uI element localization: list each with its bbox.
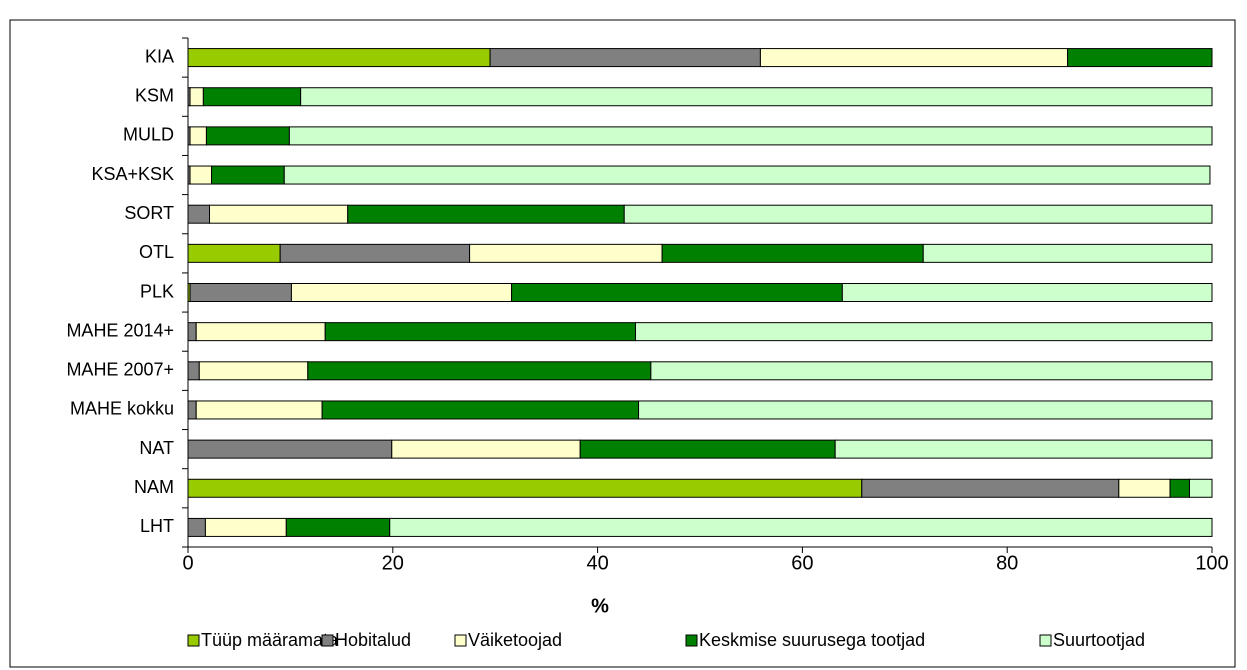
y-tick-label: KSA+KSK	[91, 164, 174, 184]
bar-segment	[307, 361, 652, 381]
bar-segment	[638, 400, 1213, 420]
bar-segment	[202, 87, 302, 107]
bar-segment	[187, 243, 281, 263]
legend-swatch	[187, 634, 200, 647]
bar-segment	[511, 283, 843, 302]
bar-segment	[347, 204, 625, 224]
x-tick-label: 100	[1195, 552, 1228, 574]
legend-label: Hobitalud	[335, 630, 411, 650]
bar-segment	[579, 439, 836, 459]
bar-segment	[634, 322, 1213, 342]
y-tick-label: KSM	[135, 85, 174, 105]
legend-label: Väiketoojad	[468, 630, 562, 650]
legend-swatch	[685, 634, 698, 647]
bar-segment	[195, 322, 326, 342]
bar-segment	[290, 283, 513, 302]
y-tick-label: MAHE 2014+	[66, 320, 174, 340]
bar-segment	[861, 478, 1120, 498]
legend-swatch	[321, 634, 334, 647]
legend-label: Suurtootjad	[1053, 630, 1145, 650]
y-tick-label: LHT	[140, 516, 174, 536]
bar-segment	[187, 204, 211, 224]
bar-segment	[187, 361, 200, 381]
bar-segment	[321, 400, 640, 420]
legend-swatch	[1039, 634, 1052, 647]
bar-segment	[650, 361, 1213, 381]
bar-segment	[391, 439, 581, 459]
x-tick-label: 0	[182, 552, 193, 574]
bar-segment	[187, 478, 863, 498]
bar-segment	[841, 283, 1213, 302]
bar-segment	[187, 517, 206, 537]
bar-segment	[300, 87, 1213, 107]
bar-segment	[285, 517, 391, 537]
bar-segment	[661, 243, 924, 263]
bar-segment	[1067, 48, 1213, 68]
bar-segment	[623, 204, 1213, 224]
bar-segment	[389, 517, 1213, 537]
bar-segment	[1118, 478, 1171, 498]
bar-segment	[324, 322, 636, 342]
legend-label: Tüüp määramata	[201, 630, 339, 650]
y-tick-label: NAT	[139, 438, 174, 458]
bar-segment	[187, 322, 197, 342]
y-tick-label: KIA	[145, 46, 174, 66]
bar-segment	[469, 243, 663, 263]
x-tick-label: 20	[382, 552, 404, 574]
x-axis-label: %	[591, 595, 609, 617]
bar-segment	[189, 126, 207, 146]
bar-segment	[1169, 478, 1190, 498]
y-tick-label: MULD	[123, 125, 174, 145]
bar-segment	[279, 243, 471, 263]
y-tick-label: PLK	[140, 281, 174, 301]
bar-segment	[489, 48, 761, 68]
bar-segment	[1188, 478, 1213, 498]
bar-segment	[922, 243, 1213, 263]
x-tick-label: 80	[996, 552, 1018, 574]
bar-segment	[205, 126, 290, 146]
bar-segment	[211, 165, 285, 185]
bar-segment	[834, 439, 1213, 459]
x-tick-label: 60	[791, 552, 813, 574]
bar-segment	[189, 283, 292, 302]
bar-segment	[195, 400, 323, 420]
bar-segment	[283, 165, 1211, 185]
bar-segment	[209, 204, 349, 224]
chart-border	[9, 19, 1236, 668]
bar-segment	[204, 517, 287, 537]
bar-segment	[187, 439, 393, 459]
y-tick-label: SORT	[124, 203, 174, 223]
y-tick-label: OTL	[139, 242, 174, 262]
legend-label: Keskmise suurusega tootjad	[699, 630, 925, 650]
bar-segment	[187, 48, 491, 68]
y-tick-label: NAM	[134, 477, 174, 497]
x-tick-label: 40	[586, 552, 608, 574]
bar-segment	[187, 400, 197, 420]
bar-segment	[198, 361, 309, 381]
legend-swatch	[454, 634, 467, 647]
bar-segment	[759, 48, 1069, 68]
bar-segment	[189, 87, 204, 107]
y-tick-label: MAHE kokku	[70, 399, 174, 419]
bar-segment	[288, 126, 1213, 146]
bar-segment	[189, 165, 213, 185]
y-tick-label: MAHE 2007+	[66, 360, 174, 380]
